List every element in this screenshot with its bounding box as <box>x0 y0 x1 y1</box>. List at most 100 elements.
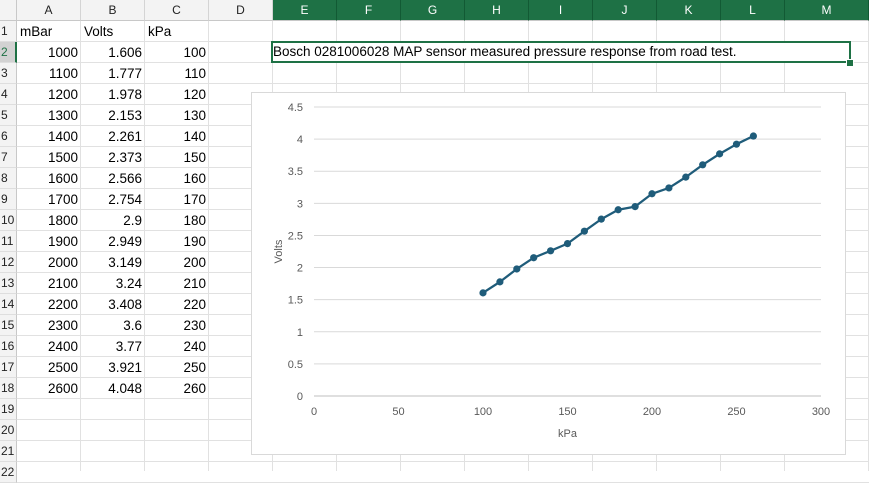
table-cell[interactable]: 1500 <box>47 150 78 165</box>
row-header-13[interactable]: 13 <box>0 273 17 294</box>
row-header-3[interactable]: 3 <box>0 63 17 84</box>
table-cell[interactable]: 130 <box>183 108 206 123</box>
column-header-k[interactable]: K <box>657 0 721 21</box>
row-header-19[interactable]: 19 <box>0 399 17 420</box>
table-cell[interactable]: 3.77 <box>115 339 142 354</box>
table-cell[interactable]: 1900 <box>47 234 78 249</box>
gridline-v <box>80 21 81 471</box>
table-cell[interactable]: 3.149 <box>108 255 142 270</box>
row-header-22[interactable]: 22 <box>0 462 17 483</box>
column-header-g[interactable]: G <box>401 0 465 21</box>
column-title-cell[interactable]: Volts <box>84 24 114 39</box>
table-cell[interactable]: 3.24 <box>115 276 142 291</box>
table-cell[interactable]: 1100 <box>48 66 78 81</box>
table-cell[interactable]: 110 <box>184 66 206 81</box>
table-cell[interactable]: 240 <box>183 339 206 354</box>
table-cell[interactable]: 3.408 <box>108 297 142 312</box>
table-cell[interactable]: 140 <box>183 129 206 144</box>
table-cell[interactable]: 2500 <box>47 360 78 375</box>
row-header-10[interactable]: 10 <box>0 210 17 231</box>
row-header-9[interactable]: 9 <box>0 189 17 210</box>
column-header-f[interactable]: F <box>337 0 401 21</box>
row-header-6[interactable]: 6 <box>0 126 17 147</box>
select-all-corner[interactable] <box>0 0 17 21</box>
table-cell[interactable]: 190 <box>183 234 206 249</box>
row-header-12[interactable]: 12 <box>0 252 17 273</box>
table-cell[interactable]: 2.754 <box>108 192 142 207</box>
row-header-20[interactable]: 20 <box>0 420 17 441</box>
row-header-7[interactable]: 7 <box>0 147 17 168</box>
column-header-h[interactable]: H <box>465 0 529 21</box>
table-cell[interactable]: 1000 <box>47 45 78 60</box>
column-header-d[interactable]: D <box>209 0 273 21</box>
table-cell[interactable]: 180 <box>183 213 206 228</box>
table-cell[interactable]: 260 <box>183 381 206 396</box>
row-header-2[interactable]: 2 <box>0 42 17 63</box>
table-cell[interactable]: 200 <box>183 255 206 270</box>
table-cell[interactable]: 2.566 <box>108 171 142 186</box>
table-cell[interactable]: 2600 <box>47 381 78 396</box>
row-header-8[interactable]: 8 <box>0 168 17 189</box>
table-cell[interactable]: 2.373 <box>108 150 142 165</box>
scatter-chart[interactable]: 0 0.5 1 1.5 2 2.5 3 3.5 4 4.5 0 50 100 150 200 250 300 kP… <box>251 92 846 455</box>
table-cell[interactable]: 220 <box>183 297 206 312</box>
table-cell[interactable]: 210 <box>183 276 206 291</box>
table-cell[interactable]: 2300 <box>47 318 78 333</box>
row-header-5[interactable]: 5 <box>0 105 17 126</box>
row-header-11[interactable]: 11 <box>0 231 17 252</box>
table-cell[interactable]: 1.606 <box>108 45 142 60</box>
table-cell[interactable]: 1200 <box>47 87 78 102</box>
column-header-m[interactable]: M <box>785 0 869 21</box>
table-cell[interactable]: 170 <box>183 192 206 207</box>
table-cell[interactable]: 160 <box>183 171 206 186</box>
table-cell[interactable]: 2.153 <box>108 108 142 123</box>
data-point <box>699 161 707 169</box>
column-header-l[interactable]: L <box>721 0 785 21</box>
column-header-c[interactable]: C <box>145 0 209 21</box>
table-cell[interactable]: 2400 <box>47 339 78 354</box>
table-cell[interactable]: 4.048 <box>108 381 142 396</box>
column-header-a[interactable]: A <box>17 0 81 21</box>
table-cell[interactable]: 2.9 <box>123 213 142 228</box>
table-cell[interactable]: 230 <box>183 318 206 333</box>
table-cell[interactable]: 2.949 <box>108 234 142 249</box>
table-cell[interactable]: 1600 <box>47 171 78 186</box>
fill-handle[interactable] <box>846 59 854 67</box>
column-header-e[interactable]: E <box>273 0 337 21</box>
row-header-4[interactable]: 4 <box>0 84 17 105</box>
data-point <box>479 289 487 297</box>
row-header-18[interactable]: 18 <box>0 378 17 399</box>
column-title-cell[interactable]: kPa <box>148 24 172 39</box>
row-header-15[interactable]: 15 <box>0 315 17 336</box>
x-tick-label: 150 <box>558 406 576 418</box>
table-cell[interactable]: 3.6 <box>123 318 142 333</box>
table-cell[interactable]: 1.978 <box>108 87 142 102</box>
table-cell[interactable]: 250 <box>183 360 206 375</box>
table-cell[interactable]: 1300 <box>47 108 78 123</box>
table-cell[interactable]: 3.921 <box>108 360 142 375</box>
row-header-17[interactable]: 17 <box>0 357 17 378</box>
selected-merged-cell-e2[interactable] <box>271 41 851 63</box>
y-tick-label: 4 <box>297 134 303 146</box>
column-title-cell[interactable]: mBar <box>20 24 53 39</box>
gridline-h <box>17 83 869 84</box>
data-point <box>648 190 656 198</box>
table-cell[interactable]: 2000 <box>47 255 78 270</box>
column-header-j[interactable]: J <box>593 0 657 21</box>
table-cell[interactable]: 2.261 <box>108 129 142 144</box>
table-cell[interactable]: 150 <box>183 150 206 165</box>
column-header-i[interactable]: I <box>529 0 593 21</box>
table-cell[interactable]: 1.777 <box>108 66 142 81</box>
row-header-21[interactable]: 21 <box>0 441 17 462</box>
table-cell[interactable]: 120 <box>183 87 206 102</box>
table-cell[interactable]: 100 <box>183 45 206 60</box>
table-cell[interactable]: 1800 <box>47 213 78 228</box>
table-cell[interactable]: 2200 <box>47 297 78 312</box>
row-header-14[interactable]: 14 <box>0 294 17 315</box>
row-header-1[interactable]: 1 <box>0 21 17 42</box>
column-header-b[interactable]: B <box>81 0 145 21</box>
row-header-16[interactable]: 16 <box>0 336 17 357</box>
table-cell[interactable]: 1400 <box>47 129 78 144</box>
table-cell[interactable]: 1700 <box>47 192 78 207</box>
table-cell[interactable]: 2100 <box>47 276 78 291</box>
